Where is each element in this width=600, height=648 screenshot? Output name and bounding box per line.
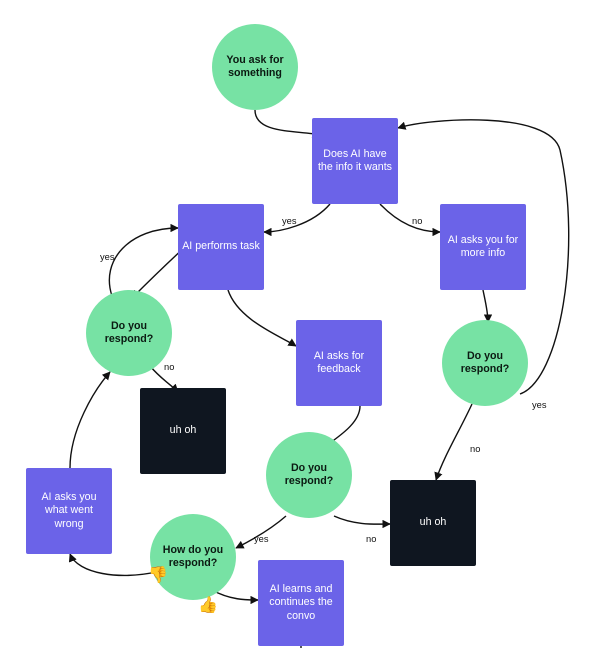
node-haveinfo: Does AI have the info it wants (312, 118, 398, 204)
node-respond2: Do you respond? (442, 320, 528, 406)
edge-respond2-to-uhoh2 (436, 404, 472, 480)
node-label: AI asks for feedback (296, 350, 382, 377)
edge-haveinfo-to-moreinfo (380, 204, 440, 232)
edge-ask-to-haveinfo (255, 110, 320, 135)
node-ask: You ask for something (212, 24, 298, 110)
edge-haveinfo-to-performs (264, 204, 330, 232)
node-respond1: Do you respond? (86, 290, 172, 376)
edge-label: no (412, 216, 422, 226)
node-label: You ask for something (212, 54, 298, 81)
edge-howrespond-to-learns (212, 590, 258, 600)
edge-label: no (366, 534, 376, 544)
node-label: AI asks you for more info (440, 234, 526, 261)
edge-respond3-to-uhoh2 (334, 516, 390, 524)
node-label: Do you respond? (266, 462, 352, 489)
node-label: Do you respond? (442, 350, 528, 377)
node-uhoh1: uh oh (140, 388, 226, 474)
edge-label: yes (532, 400, 547, 410)
edge-label: no (164, 362, 174, 372)
node-moreinfo: AI asks you for more info (440, 204, 526, 290)
edge-respond1-to-performs (109, 228, 178, 296)
node-feedback: AI asks for feedback (296, 320, 382, 406)
edge-wentwrong-to-respond1 (70, 372, 110, 468)
edge-label: yes (282, 216, 297, 226)
node-label: AI learns and continues the convo (258, 583, 344, 623)
edge-emoji: 👎 (148, 568, 168, 584)
node-label: uh oh (166, 424, 201, 437)
node-respond3: Do you respond? (266, 432, 352, 518)
edge-label: yes (100, 252, 115, 262)
edge-moreinfo-to-respond2 (483, 290, 488, 322)
edge-label: yes (254, 534, 269, 544)
node-uhoh2: uh oh (390, 480, 476, 566)
node-wentwrong: AI asks you what went wrong (26, 468, 112, 554)
node-label: Do you respond? (86, 320, 172, 347)
edge-performs-to-feedback (228, 290, 296, 346)
node-howrespond: How do you respond? (150, 514, 236, 600)
node-label: AI performs task (178, 240, 264, 253)
node-learns: AI learns and continues the convo (258, 560, 344, 646)
node-performs: AI performs task (178, 204, 264, 290)
node-label: uh oh (416, 516, 451, 529)
node-label: Does AI have the info it wants (312, 148, 398, 175)
edge-emoji: 👍 (198, 598, 218, 614)
edge-label: no (470, 444, 480, 454)
edge-howrespond-to-wentwrong (70, 554, 156, 575)
node-label: AI asks you what went wrong (26, 491, 112, 531)
flowchart-canvas: You ask for something Does AI have the in… (0, 0, 600, 648)
